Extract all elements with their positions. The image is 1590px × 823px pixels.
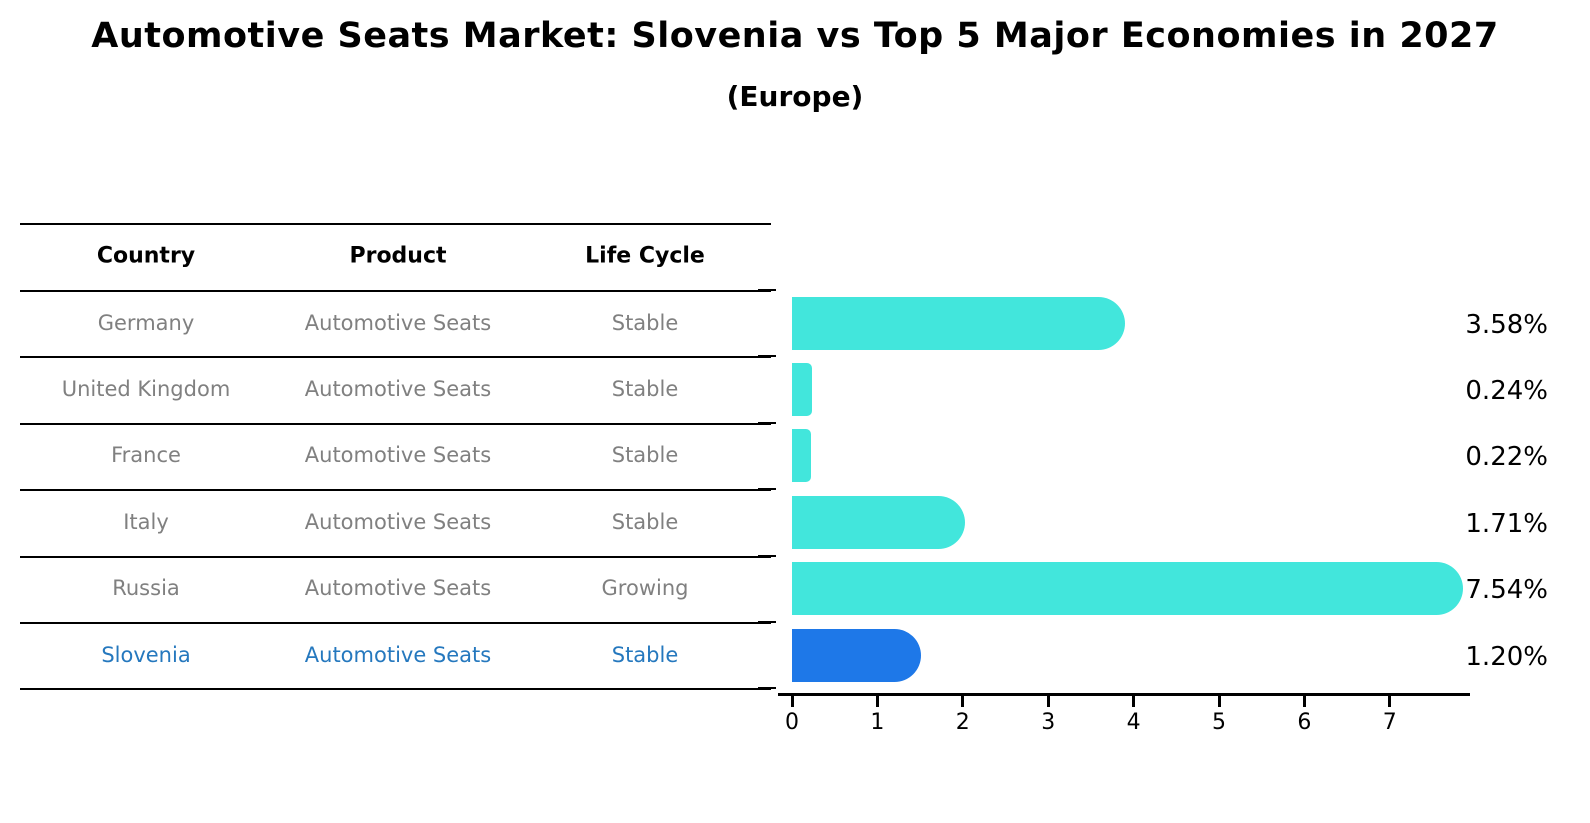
x-tick-label: 1: [870, 710, 885, 735]
table-cell-country-slovenia: Slovenia: [101, 643, 191, 667]
table-cell-product: Automotive Seats: [304, 443, 492, 467]
table-cell-country-united-kingdom: United Kingdom: [61, 377, 231, 401]
y-axis-tick: [758, 555, 776, 557]
table-cell-life-cycle: Stable: [611, 643, 679, 667]
value-label-united-kingdom: 0.24%: [1465, 376, 1548, 406]
bar-italy: [792, 495, 966, 549]
x-axis-tick: [961, 693, 965, 707]
value-label-russia: 7.54%: [1465, 575, 1548, 605]
value-label-france: 0.22%: [1465, 442, 1548, 472]
bar-united-kingdom: [792, 362, 813, 416]
table-rule: [20, 622, 771, 624]
table-cell-life-cycle: Stable: [611, 443, 679, 467]
table-rule: [20, 556, 771, 558]
x-axis-tick: [1132, 693, 1136, 707]
x-tick-label: 0: [785, 710, 799, 735]
table-cell-country-italy: Italy: [123, 510, 169, 534]
x-tick-label: 6: [1297, 710, 1312, 735]
table-cell-product: Automotive Seats: [304, 377, 492, 401]
y-axis-tick: [758, 355, 776, 357]
value-label-italy: 1.71%: [1465, 509, 1548, 539]
x-tick-label: 5: [1212, 710, 1226, 735]
y-axis-tick: [758, 289, 776, 291]
y-axis-tick: [758, 488, 776, 490]
bar-france: [792, 428, 811, 482]
table-cell-country-russia: Russia: [112, 576, 180, 600]
bar-germany: [792, 296, 1125, 350]
table-cell-product: Automotive Seats: [304, 643, 492, 667]
page-subtitle: (Europe): [726, 80, 864, 113]
table-cell-life-cycle: Stable: [611, 311, 679, 335]
x-tick-label: 3: [1041, 710, 1056, 735]
value-label-germany: 3.58%: [1465, 310, 1548, 340]
table-rule: [20, 423, 771, 425]
table-rule: [20, 356, 771, 358]
y-axis-tick: [758, 621, 776, 623]
page-title: Automotive Seats Market: Slovenia vs Top…: [91, 16, 1499, 56]
table-cell-life-cycle: Stable: [611, 377, 679, 401]
x-axis-tick: [790, 693, 794, 707]
table-cell-life-cycle: Stable: [611, 510, 679, 534]
table-rule: [20, 688, 771, 690]
x-tick-label: 4: [1126, 710, 1141, 735]
x-tick-label: 7: [1382, 710, 1397, 735]
table-header-product: Product: [349, 243, 447, 269]
table-header-life-cycle: Life Cycle: [585, 243, 705, 269]
table-cell-product: Automotive Seats: [304, 311, 492, 335]
x-axis-tick: [1388, 693, 1392, 707]
x-axis-tick: [1302, 693, 1306, 707]
x-axis-tick: [875, 693, 879, 707]
table-rule: [20, 290, 771, 292]
bar-russia: [792, 561, 1463, 615]
value-label-slovenia: 1.20%: [1465, 642, 1548, 672]
table-rule: [20, 489, 771, 491]
x-axis-line: [778, 693, 1470, 696]
x-tick-label: 2: [955, 710, 970, 735]
table-cell-product: Automotive Seats: [304, 576, 492, 600]
table-cell-country-germany: Germany: [97, 311, 195, 335]
table-cell-country-france: France: [111, 443, 181, 467]
y-axis-tick: [758, 687, 776, 689]
x-axis-tick: [1217, 693, 1221, 707]
table-cell-life-cycle: Growing: [601, 576, 689, 600]
table-cell-product: Automotive Seats: [304, 510, 492, 534]
x-axis-tick: [1046, 693, 1050, 707]
bar-slovenia: [792, 628, 922, 682]
table-rule: [20, 223, 771, 225]
table-header-country: Country: [96, 243, 196, 269]
y-axis-tick: [758, 422, 776, 424]
